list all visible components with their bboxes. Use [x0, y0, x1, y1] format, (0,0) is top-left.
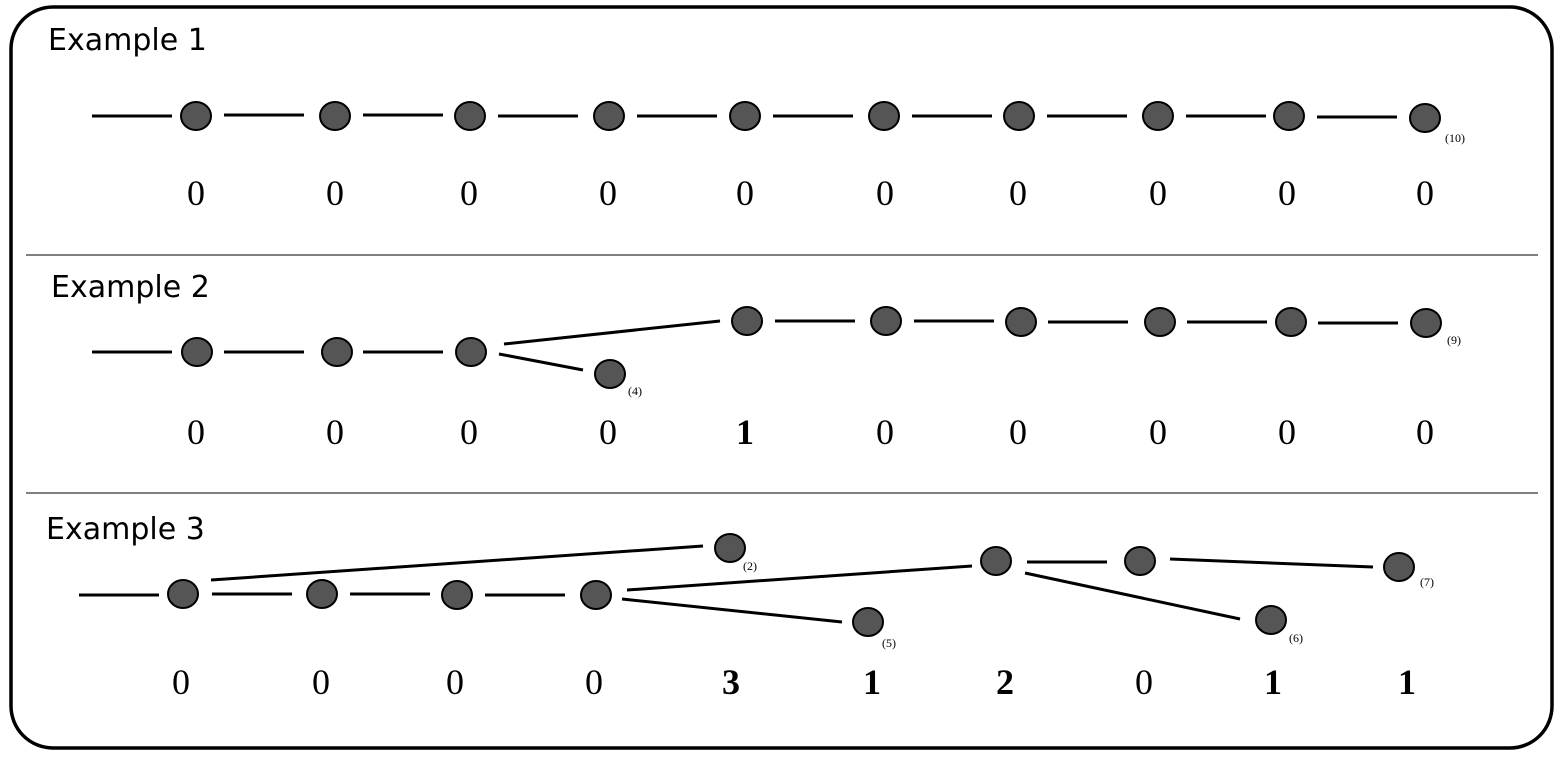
node-circle: [1273, 101, 1305, 131]
node-value: 0: [1416, 173, 1434, 213]
node-circle: [181, 337, 213, 367]
node-circle: [1255, 605, 1287, 635]
node-value: 0: [1149, 412, 1167, 452]
node-circle: [1275, 307, 1307, 337]
node-value: 0: [876, 173, 894, 213]
node-value: 1: [1398, 662, 1416, 702]
example-1-title: Example 1: [48, 23, 207, 58]
node-value: 0: [1009, 173, 1027, 213]
node-circle: [870, 306, 902, 336]
node-label: (5): [882, 636, 896, 650]
node-circle: [1124, 546, 1156, 576]
node-circle: [180, 101, 212, 131]
node-label: (10): [1445, 131, 1465, 145]
node-circle: [1142, 101, 1174, 131]
node-value: 0: [1149, 173, 1167, 213]
node-circle: [852, 607, 884, 637]
node-value: 0: [1278, 412, 1296, 452]
node-value: 0: [187, 173, 205, 213]
example-2-title: Example 2: [51, 270, 210, 305]
node-value: 0: [312, 662, 330, 702]
node-circle: [454, 101, 486, 131]
node-value: 0: [446, 662, 464, 702]
frame: [9, 5, 1554, 750]
node-value: 0: [876, 412, 894, 452]
edge-line: [503, 319, 721, 346]
node-circle: [455, 337, 487, 367]
edge-line: [621, 597, 843, 624]
example-3-title: Example 3: [46, 512, 205, 547]
node-circle: [594, 359, 626, 389]
node-value: 0: [326, 412, 344, 452]
node-value: 0: [585, 662, 603, 702]
node-value: 2: [996, 662, 1014, 702]
node-value: 0: [460, 173, 478, 213]
edge-line: [210, 544, 704, 582]
edge-line: [1169, 557, 1374, 569]
node-circle: [321, 337, 353, 367]
edge-line: [626, 564, 973, 592]
node-value: 0: [1416, 412, 1434, 452]
node-circle: [1003, 101, 1035, 131]
node-value: 0: [736, 173, 754, 213]
node-value: 0: [326, 173, 344, 213]
node-value: 0: [187, 412, 205, 452]
node-value: 0: [1278, 173, 1296, 213]
node-circle: [1383, 552, 1415, 582]
node-circle: [729, 101, 761, 131]
node-label: (7): [1420, 575, 1434, 589]
node-value: 0: [599, 412, 617, 452]
node-circle: [731, 306, 763, 336]
node-value: 3: [722, 662, 740, 702]
node-circle: [167, 579, 199, 609]
node-value: 1: [1264, 662, 1282, 702]
node-value: 0: [172, 662, 190, 702]
node-value: 0: [1135, 662, 1153, 702]
node-value: 0: [1009, 412, 1027, 452]
node-label: (9): [1447, 333, 1461, 347]
node-label: (4): [628, 384, 642, 398]
node-circle: [580, 580, 612, 610]
node-label: (6): [1289, 631, 1303, 645]
node-value: 0: [460, 412, 478, 452]
node-circle: [441, 580, 473, 610]
node-value: 1: [736, 412, 754, 452]
node-circle: [980, 546, 1012, 576]
node-label: (2): [743, 559, 757, 573]
node-circle: [306, 579, 338, 609]
node-value: 1: [863, 662, 881, 702]
node-circle: [1005, 307, 1037, 337]
node-circle: [593, 101, 625, 131]
node-circle: [868, 101, 900, 131]
edge-line: [498, 352, 584, 372]
node-circle: [1409, 103, 1441, 133]
node-circle: [1410, 308, 1442, 338]
node-circle: [1144, 307, 1176, 337]
node-circle: [319, 101, 351, 131]
edge-line: [1024, 571, 1241, 621]
node-circle: [714, 533, 746, 563]
node-value: 0: [599, 173, 617, 213]
